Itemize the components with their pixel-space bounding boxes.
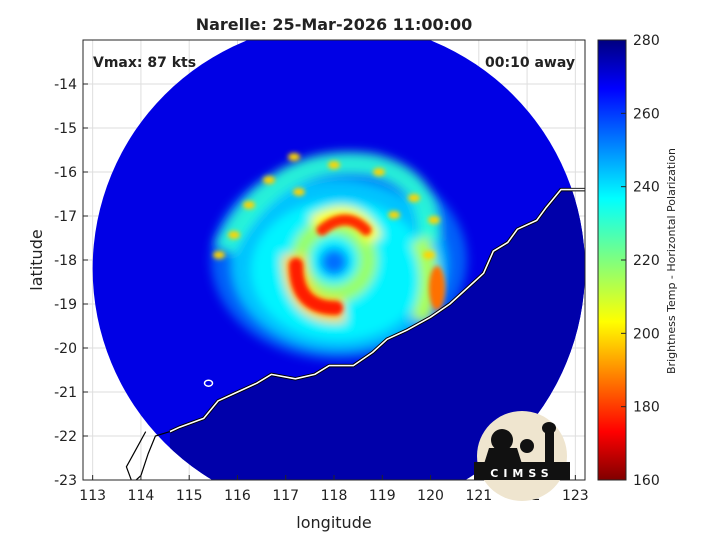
colorbar: 160 180 200 220 240 260 280 Brightness Temp - …	[597, 33, 678, 489]
y-tick-label: -18	[54, 253, 77, 269]
convection-cores	[213, 153, 445, 315]
colorbar-tick-label: 240	[633, 180, 660, 196]
colorbar-ticks: 160 180 200 220 240 260 280	[621, 33, 660, 489]
x-tick-label: 113	[79, 488, 106, 504]
colorbar-tick-label: 180	[633, 400, 660, 416]
x-axis-label: longitude	[296, 513, 371, 532]
y-axis-ticks: -14 -15 -16 -17 -18 -19 -20 -21 -22 -23	[54, 77, 88, 489]
x-tick-label: 114	[128, 488, 155, 504]
colorbar-tick-label: 260	[633, 106, 660, 122]
y-tick-label: -19	[54, 297, 77, 313]
x-tick-label: 120	[417, 488, 444, 504]
logo-text: CIMSS	[490, 467, 553, 480]
y-tick-label: -20	[54, 341, 77, 357]
plot-area	[82, 39, 586, 481]
x-tick-label: 116	[224, 488, 251, 504]
x-tick-label: 115	[176, 488, 203, 504]
vmax-annotation: Vmax: 87 kts	[93, 55, 196, 71]
chart-title: Narelle: 25-Mar-2026 11:00:00	[196, 15, 473, 34]
colorbar-tick-label: 280	[633, 33, 660, 49]
y-tick-label: -16	[54, 165, 77, 181]
colorbar-tick-label: 200	[633, 326, 660, 342]
y-axis-label: latitude	[27, 229, 46, 290]
y-tick-label: -22	[54, 429, 77, 445]
y-tick-label: -21	[54, 385, 77, 401]
microwave-swath	[92, 40, 585, 480]
y-tick-label: -14	[54, 77, 77, 93]
y-tick-label: -17	[54, 209, 77, 225]
x-tick-label: 123	[562, 488, 589, 504]
colorbar-tick-label: 160	[633, 473, 660, 489]
y-tick-label: -23	[54, 473, 77, 489]
x-tick-label: 119	[369, 488, 396, 504]
colorbar-label: Brightness Temp - Horizontal Polarizatio…	[665, 148, 678, 374]
y-tick-label: -15	[54, 121, 77, 137]
cimss-logo: CIMSS	[474, 411, 570, 501]
land-area	[169, 189, 585, 480]
x-tick-label: 121	[465, 488, 492, 504]
storm-structure	[211, 152, 467, 360]
x-tick-label: 118	[321, 488, 348, 504]
time-away-annotation: 00:10 away	[485, 55, 575, 71]
colorbar-tick-label: 220	[633, 253, 660, 269]
x-tick-label: 117	[272, 488, 299, 504]
coastline	[125, 187, 585, 480]
